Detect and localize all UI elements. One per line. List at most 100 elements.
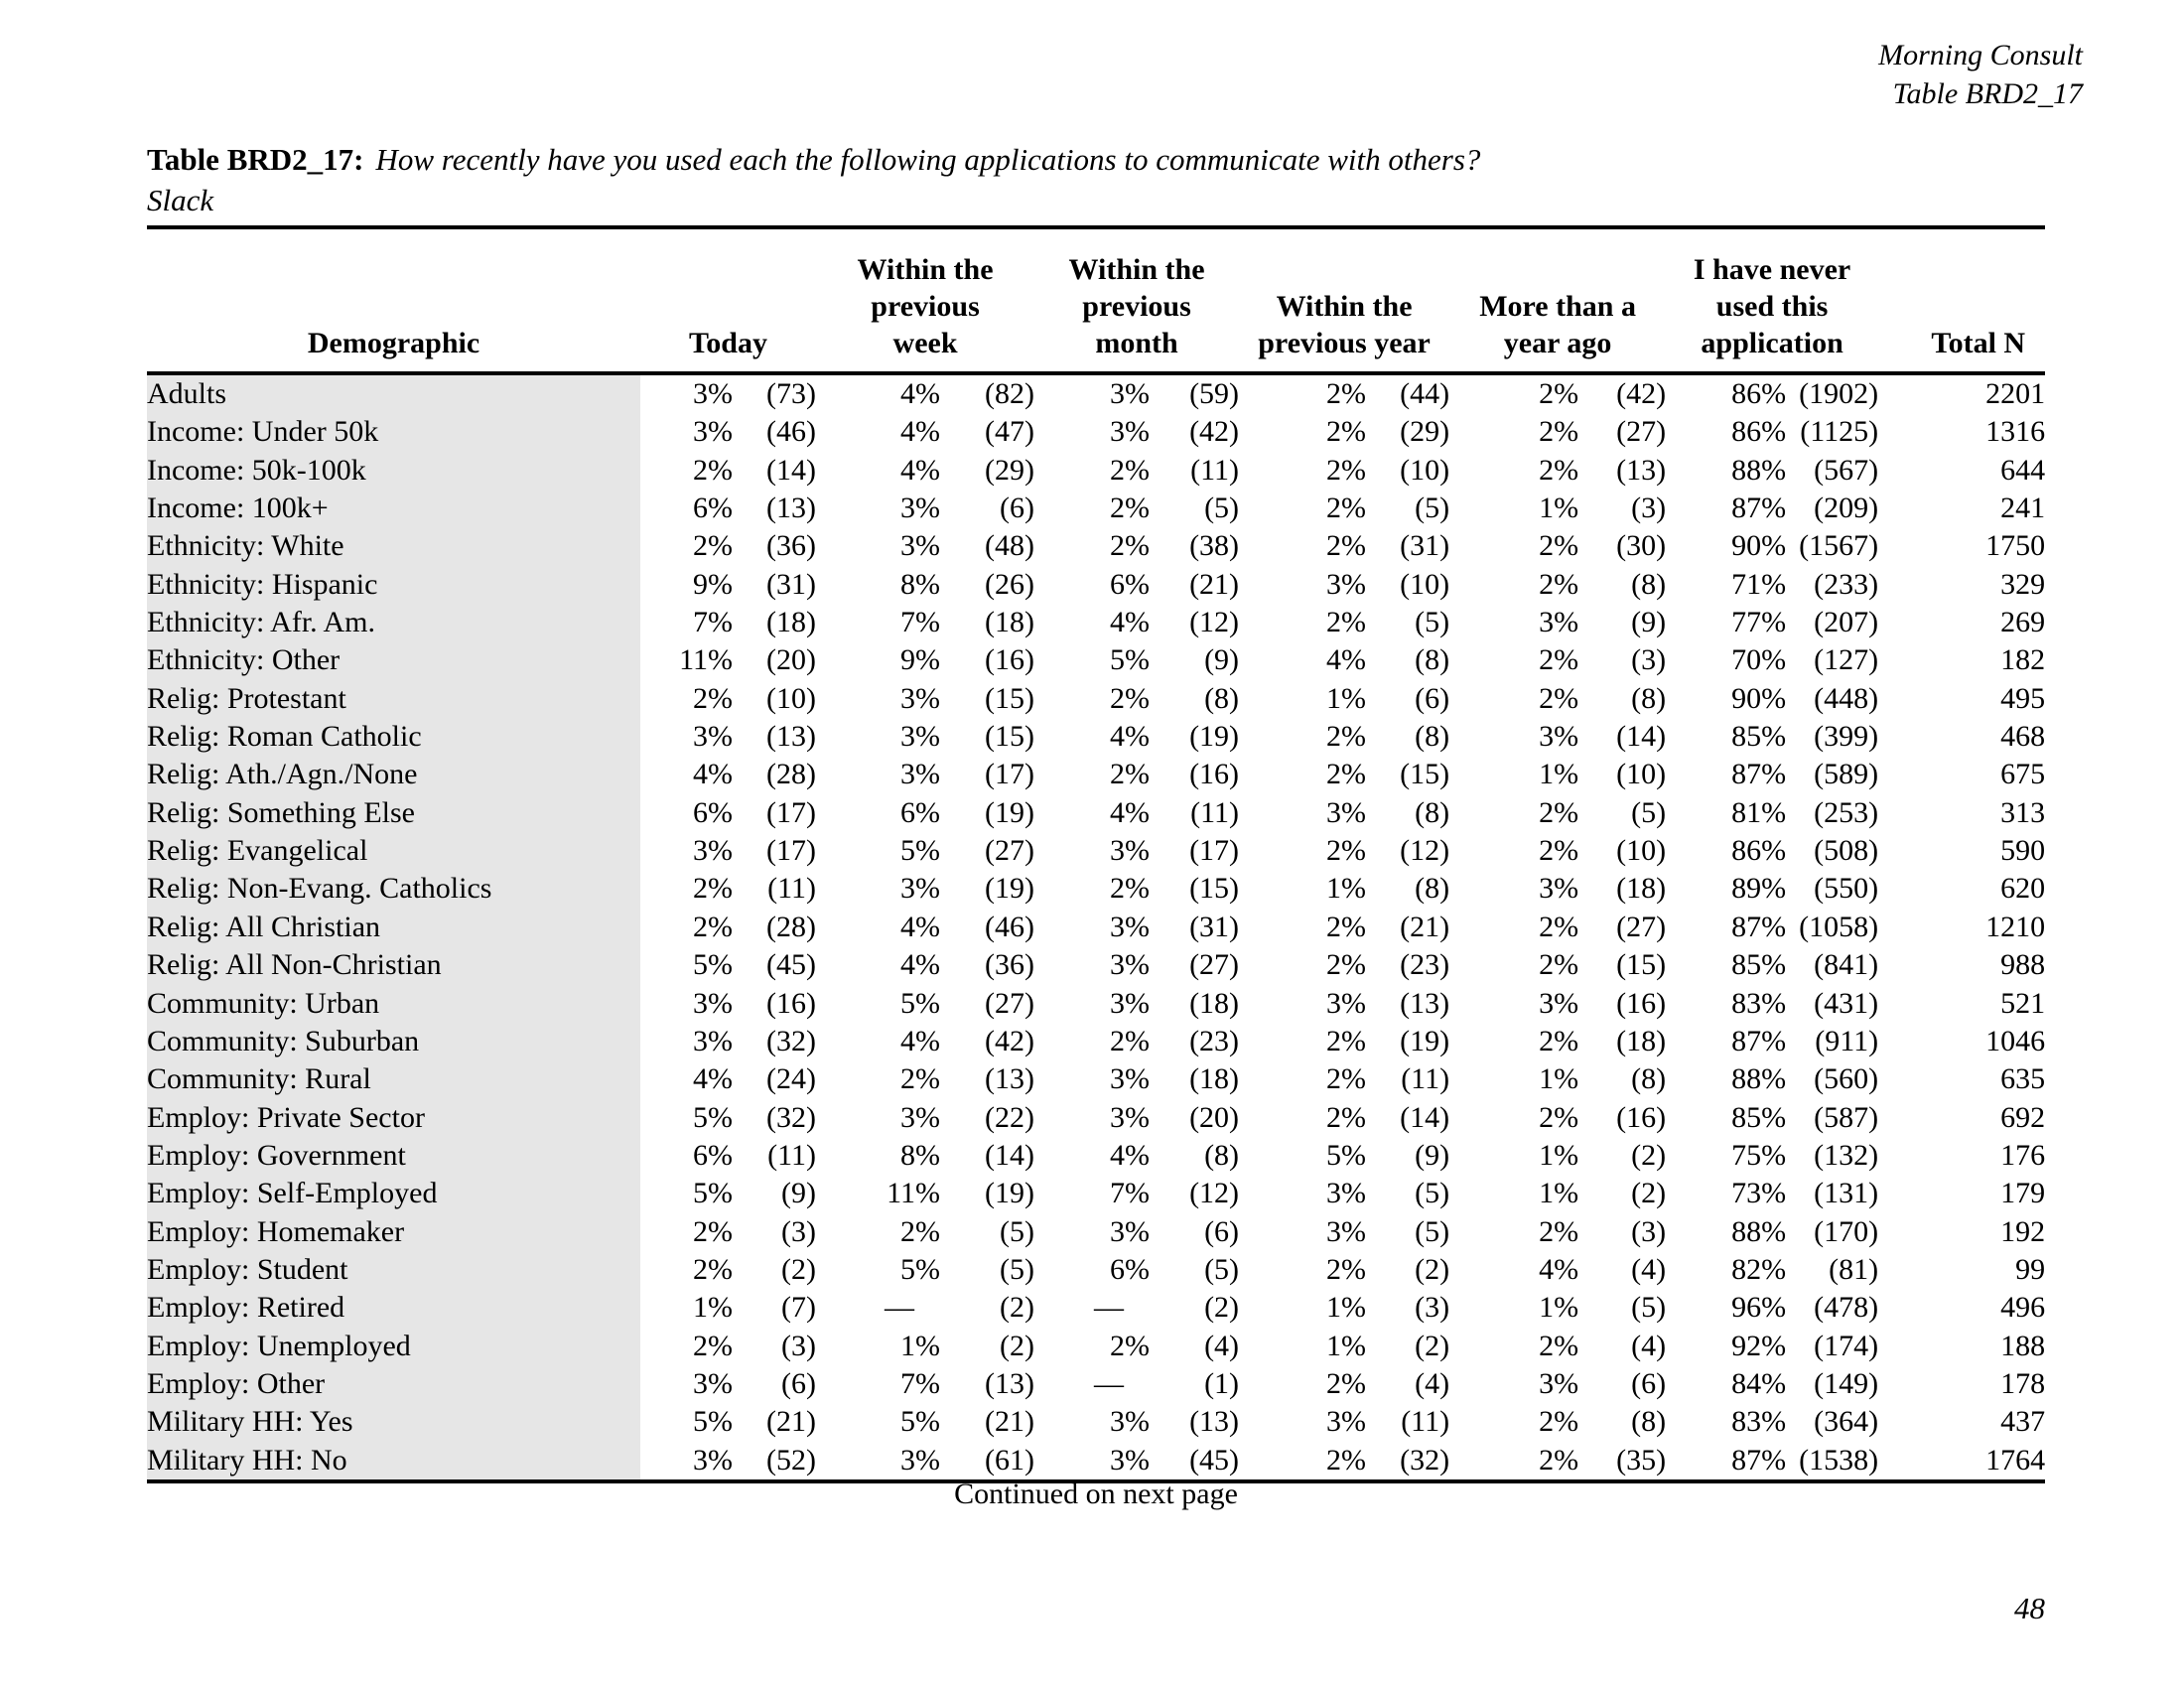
count-cell-never-used: (1567): [1799, 529, 1879, 563]
pct-cell-never-used: 81%: [1731, 795, 1787, 829]
count-cell-previous-week: (21): [985, 1405, 1035, 1439]
pct-cell-previous-month: —: [1094, 1366, 1125, 1400]
pct-cell-more-than-year-ago: 2%: [1539, 795, 1579, 829]
pct-cell-previous-month: 2%: [1110, 681, 1151, 715]
pct-cell-more-than-year-ago: 1%: [1539, 1291, 1579, 1325]
count-cell-more-than-year-ago: (30): [1616, 529, 1667, 563]
col-header-line: Within the: [1068, 253, 1205, 286]
count-cell-never-used: (587): [1814, 1100, 1879, 1134]
pct-cell-previous-week: 3%: [900, 1100, 941, 1134]
pct-cell-never-used: 96%: [1731, 1291, 1787, 1325]
count-cell-previous-year: (5): [1415, 1214, 1450, 1248]
col-header-line: used this: [1715, 290, 1829, 323]
table-row: Employ: Self-Employed 5% (9) 11% (19) 7% (12) 3…: [147, 1175, 2045, 1213]
count-cell-more-than-year-ago: (10): [1616, 758, 1667, 791]
count-cell-today: (18): [766, 606, 817, 639]
pct-cell-previous-week: 3%: [900, 720, 941, 754]
count-cell-today: (46): [766, 415, 817, 449]
count-cell-previous-month: (2): [1204, 1291, 1240, 1325]
count-cell-previous-month: (12): [1189, 606, 1240, 639]
pct-cell-previous-week: 3%: [900, 758, 941, 791]
table-row: Employ: Unemployed 2% (3) 1% (2) 2% (4) 1% (2) 2%…: [147, 1327, 2045, 1365]
table-row: Ethnicity: Other 11% (20) 9% (16) 5% (9) 4% (8) 2…: [147, 641, 2045, 680]
count-cell-more-than-year-ago: (16): [1616, 1100, 1667, 1134]
pct-cell-never-used: 70%: [1731, 643, 1787, 677]
count-cell-previous-week: (48): [985, 529, 1035, 563]
pct-cell-never-used: 87%: [1731, 1443, 1787, 1477]
pct-cell-previous-year: 2%: [1326, 1062, 1367, 1096]
pct-cell-previous-month: 6%: [1110, 567, 1151, 601]
pct-cell-today: 2%: [693, 910, 733, 943]
pct-cell-never-used: 77%: [1731, 606, 1787, 639]
table-row: Relig: All Non-Christian 5% (45) 4% (36) 3% (2…: [147, 946, 2046, 985]
pct-cell-previous-year: 2%: [1326, 910, 1367, 943]
table-title-line: Table BRD2_17: How recently have you used…: [147, 139, 2083, 180]
col-header-previous-year: Within the previous year: [1239, 227, 1450, 375]
pct-cell-today: 1%: [693, 1291, 733, 1325]
col-header-line: previous: [1082, 290, 1191, 323]
pct-cell-never-used: 88%: [1731, 1214, 1787, 1248]
pct-cell-today: 4%: [693, 758, 733, 791]
pct-cell-today: 11%: [679, 643, 733, 677]
count-cell-previous-year: (23): [1400, 948, 1450, 982]
table-subtitle: Slack: [147, 183, 214, 217]
count-cell-previous-year: (32): [1400, 1443, 1450, 1477]
count-cell-never-used: (149): [1814, 1366, 1879, 1400]
pct-cell-previous-week: 4%: [900, 910, 941, 943]
total-n-cell: 241: [2000, 492, 2046, 525]
count-cell-previous-month: (5): [1204, 1252, 1240, 1286]
pct-cell-never-used: 75%: [1731, 1138, 1787, 1172]
count-cell-today: (36): [766, 529, 817, 563]
demographic-cell: Military HH: Yes: [147, 1403, 640, 1442]
count-cell-more-than-year-ago: (3): [1631, 643, 1667, 677]
col-header-line: year ago: [1503, 327, 1612, 359]
pct-cell-more-than-year-ago: 1%: [1539, 758, 1579, 791]
count-cell-today: (7): [781, 1291, 817, 1325]
pct-cell-more-than-year-ago: 2%: [1539, 1024, 1579, 1057]
count-cell-never-used: (132): [1814, 1138, 1879, 1172]
pct-cell-previous-month: 2%: [1110, 529, 1151, 563]
table-row: Employ: Retired 1% (7) — (2) — (2) 1% (3) 1% (5) 96…: [147, 1289, 2045, 1328]
count-cell-previous-year: (2): [1415, 1252, 1450, 1286]
count-cell-today: (24): [766, 1062, 817, 1096]
pct-cell-never-used: 87%: [1731, 1024, 1787, 1057]
pct-cell-today: 2%: [693, 1252, 733, 1286]
total-n-cell: 988: [2000, 948, 2046, 982]
count-cell-previous-month: (20): [1189, 1100, 1240, 1134]
demographic-cell: Employ: Retired: [147, 1289, 640, 1328]
count-cell-previous-year: (31): [1400, 529, 1450, 563]
pct-cell-previous-week: 4%: [900, 1024, 941, 1057]
count-cell-previous-year: (29): [1400, 415, 1450, 449]
table-row: Employ: Government 6% (11) 8% (14) 4% (8) 5% (9)…: [147, 1136, 2045, 1176]
pct-cell-previous-month: 2%: [1110, 758, 1151, 791]
pct-cell-previous-month: 4%: [1110, 720, 1151, 754]
count-cell-more-than-year-ago: (8): [1631, 681, 1667, 715]
count-cell-previous-week: (15): [985, 681, 1035, 715]
crosstab-table: Demographic Today Within the previous week Wi…: [147, 225, 2046, 1483]
count-cell-never-used: (1058): [1799, 910, 1879, 943]
pct-cell-previous-week: 7%: [900, 606, 941, 639]
demographic-cell: Relig: Non-Evang. Catholics: [147, 870, 640, 909]
count-cell-today: (21): [766, 1405, 817, 1439]
pct-cell-previous-year: 2%: [1326, 758, 1367, 791]
table-row: Relig: Evangelical 3% (17) 5% (27) 3% (17) 2% (1…: [147, 832, 2045, 871]
count-cell-never-used: (567): [1814, 453, 1879, 487]
count-cell-previous-week: (22): [985, 1100, 1035, 1134]
count-cell-never-used: (478): [1814, 1291, 1879, 1325]
pct-cell-previous-month: 3%: [1110, 986, 1151, 1020]
count-cell-more-than-year-ago: (16): [1616, 986, 1667, 1020]
total-n-cell: 468: [2000, 720, 2046, 754]
count-cell-previous-year: (5): [1415, 492, 1450, 525]
count-cell-previous-year: (11): [1401, 1062, 1450, 1096]
pct-cell-previous-year: 5%: [1326, 1138, 1367, 1172]
count-cell-more-than-year-ago: (5): [1631, 1291, 1667, 1325]
table-row: Military HH: No 3% (52) 3% (61) 3% (45) 2% (32) 2…: [147, 1441, 2045, 1481]
count-cell-today: (20): [766, 643, 817, 677]
col-header-line: previous: [871, 290, 980, 323]
col-header-demographic: Demographic: [147, 227, 640, 375]
count-cell-previous-month: (19): [1189, 720, 1240, 754]
pct-cell-previous-month: 2%: [1110, 1329, 1151, 1362]
pct-cell-more-than-year-ago: 2%: [1539, 453, 1579, 487]
count-cell-today: (11): [767, 1138, 817, 1172]
col-header-line: Within the: [857, 253, 994, 286]
